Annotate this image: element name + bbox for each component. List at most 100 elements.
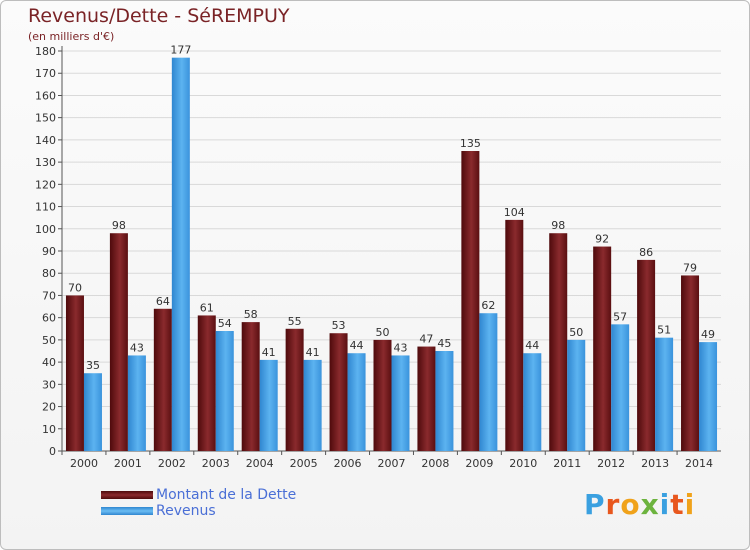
- data-label: 44: [350, 339, 364, 352]
- data-label: 43: [130, 341, 144, 354]
- bar-dette: [549, 233, 568, 451]
- x-tick-label: 2013: [641, 457, 669, 470]
- bar-revenus: [391, 355, 410, 451]
- chart-subtitle: (en milliers d'€): [28, 30, 115, 43]
- x-tick-label: 2014: [685, 457, 713, 470]
- bar-revenus: [259, 359, 278, 451]
- data-label: 58: [244, 308, 258, 321]
- y-tick-label: 130: [35, 156, 56, 169]
- data-label: 43: [394, 341, 408, 354]
- y-tick-label: 140: [35, 134, 56, 147]
- bar-revenus: [347, 353, 366, 451]
- logo-letter: o: [620, 488, 641, 521]
- y-tick-label: 10: [42, 423, 56, 436]
- data-label: 44: [525, 339, 539, 352]
- logo-letter: x: [640, 488, 660, 521]
- data-label: 51: [657, 324, 671, 337]
- x-tick-label: 2005: [290, 457, 318, 470]
- data-label: 45: [437, 337, 451, 350]
- y-tick-label: 60: [42, 312, 56, 325]
- data-label: 64: [156, 295, 170, 308]
- x-tick-label: 2004: [246, 457, 274, 470]
- proxiti-logo: Proxiti: [584, 488, 695, 521]
- data-label: 50: [376, 326, 390, 339]
- bar-dette: [505, 219, 524, 451]
- x-tick-label: 2002: [158, 457, 186, 470]
- x-tick-label: 2000: [70, 457, 98, 470]
- y-tick-label: 50: [42, 334, 56, 347]
- y-tick-label: 160: [35, 89, 56, 102]
- x-tick-label: 2012: [597, 457, 625, 470]
- bar-revenus: [171, 57, 190, 452]
- data-label: 98: [112, 219, 126, 232]
- logo-letter: P: [584, 488, 606, 521]
- bar-dette: [153, 308, 172, 451]
- bar-revenus: [127, 355, 146, 451]
- data-label: 35: [86, 359, 100, 372]
- bar-dette: [461, 151, 480, 451]
- y-tick-label: 120: [35, 178, 56, 191]
- y-tick-label: 70: [42, 289, 56, 302]
- bar-dette: [373, 339, 392, 451]
- bars: [65, 57, 718, 452]
- logo-letter: i: [659, 488, 671, 521]
- x-tick-label: 2006: [334, 457, 362, 470]
- bar-revenus: [699, 342, 718, 451]
- x-tick-label: 2001: [114, 457, 142, 470]
- bar-dette: [285, 328, 304, 451]
- y-tick-label: 80: [42, 267, 56, 280]
- y-tick-label: 0: [49, 445, 56, 458]
- data-label: 135: [460, 137, 481, 150]
- bar-dette: [197, 315, 216, 451]
- bar-revenus: [523, 353, 542, 451]
- y-tick-label: 40: [42, 356, 56, 369]
- x-tick-label: 2011: [553, 457, 581, 470]
- bar-dette: [109, 233, 128, 451]
- bar-revenus: [83, 373, 102, 451]
- bar-revenus: [215, 331, 234, 451]
- data-label: 79: [683, 261, 697, 274]
- data-label: 92: [595, 233, 609, 246]
- legend-swatch-dette: [101, 491, 153, 499]
- data-label: 98: [551, 219, 565, 232]
- y-tick-label: 20: [42, 401, 56, 414]
- data-label: 53: [332, 319, 346, 332]
- y-tick-label: 170: [35, 67, 56, 80]
- data-label: 104: [504, 206, 525, 219]
- bar-revenus: [611, 324, 630, 451]
- data-label: 41: [262, 346, 276, 359]
- data-labels: 70 35 98 43 64 177 61 54 58 41 55 41 53 44 50 43 47 45 135…: [68, 44, 715, 373]
- bar-dette: [329, 333, 348, 451]
- x-tick-label: 2009: [465, 457, 493, 470]
- data-label: 177: [170, 44, 191, 57]
- data-label: 41: [306, 346, 320, 359]
- data-label: 55: [288, 315, 302, 328]
- bar-dette: [681, 275, 700, 451]
- bar-revenus: [435, 351, 454, 451]
- logo-letter: t: [670, 488, 685, 521]
- bar-revenus: [567, 339, 586, 451]
- chart-title: Revenus/Dette - SéREMPUY: [28, 5, 290, 27]
- y-tick-label: 30: [42, 378, 56, 391]
- bar-dette: [417, 346, 436, 451]
- legend-label-dette: Montant de la Dette: [156, 487, 297, 503]
- bar-dette: [637, 259, 656, 451]
- bar-revenus: [655, 337, 674, 451]
- x-tick-label: 2007: [378, 457, 406, 470]
- data-label: 54: [218, 317, 232, 330]
- y-tick-label: 180: [35, 45, 56, 58]
- data-label: 61: [200, 301, 214, 314]
- y-tick-label: 100: [35, 223, 56, 236]
- x-tick-label: 2008: [421, 457, 449, 470]
- bar-dette: [65, 295, 84, 451]
- x-tick-label: 2003: [202, 457, 230, 470]
- y-tick-label: 90: [42, 245, 56, 258]
- data-label: 49: [701, 328, 715, 341]
- bar-revenus: [303, 359, 322, 451]
- data-label: 70: [68, 281, 82, 294]
- logo-letter: i: [684, 488, 696, 521]
- logo-letter: r: [605, 488, 621, 521]
- data-label: 86: [639, 246, 653, 259]
